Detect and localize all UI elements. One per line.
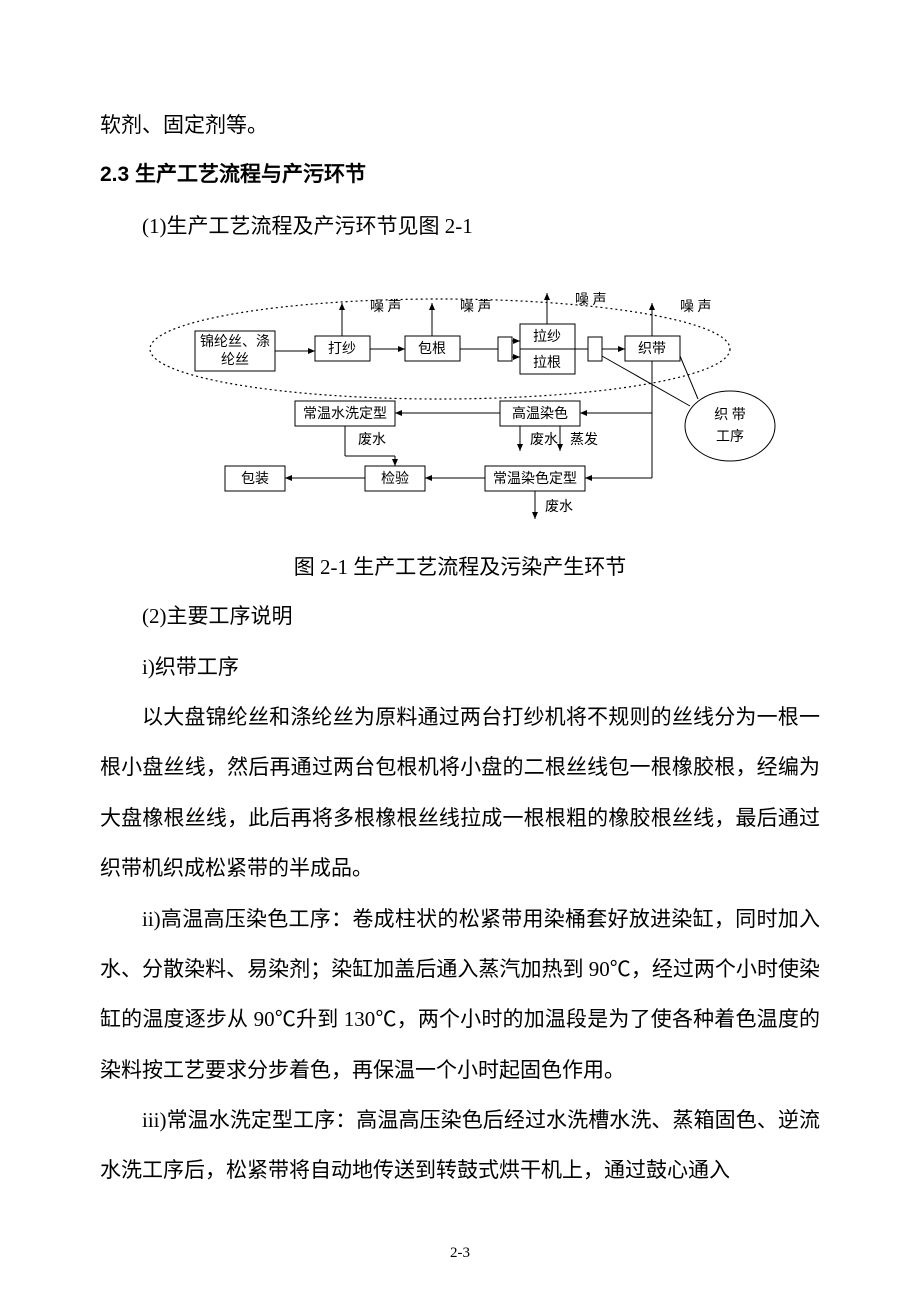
node-pack-label: 包装 (241, 471, 269, 487)
intro-line: 软剂、固定剂等。 (100, 100, 820, 150)
flowchart-svg: 锦纶丝、涤 纶丝 打纱 包根 拉纱 拉根 织带 噪 声 噪 声 噪 声 (140, 271, 780, 531)
noise-label-3: 噪 声 (575, 292, 607, 308)
paragraph-1: 以大盘锦纶丝和涤纶丝为原料通过两台打纱机将不规则的丝线分为一根一根小盘丝线，然后… (100, 692, 820, 894)
page-number: 2-3 (0, 1245, 920, 1262)
section-heading: 2.3 生产工艺流程与产污环节 (100, 150, 820, 200)
edge-3-4-junction (498, 337, 512, 361)
item-i: i)织带工序 (100, 642, 820, 692)
waste-label-2: 废水 (530, 432, 558, 448)
point-1: (1)生产工艺流程及产污环节见图 2-1 (100, 201, 820, 251)
callout-label-2: 工序 (716, 429, 744, 445)
waste-label-1: 废水 (358, 432, 386, 448)
node-lasha-label-top: 拉纱 (533, 329, 561, 345)
node-dye-label: 高温染色 (512, 405, 568, 422)
noise-label-4: 噪 声 (680, 299, 712, 315)
noise-label-2: 噪 声 (460, 299, 492, 315)
node-zhidai-label: 织带 (638, 341, 666, 357)
point-2: (2)主要工序说明 (100, 591, 820, 641)
paragraph-3: iii)常温水洗定型工序：高温高压染色后经过水洗槽水洗、蒸箱固色、逆流水洗工序后… (100, 1095, 820, 1196)
callout-label-1: 织 带 (714, 407, 746, 423)
callout-ellipse (685, 391, 775, 461)
figure-2-1: 锦纶丝、涤 纶丝 打纱 包根 拉纱 拉根 织带 噪 声 噪 声 噪 声 (100, 271, 820, 531)
callout-line-1 (680, 356, 698, 399)
node-inspect-label: 检验 (381, 471, 409, 487)
waste-label-3: 废水 (545, 499, 573, 515)
callout-line-2 (602, 356, 690, 406)
paragraph-2: ii)高温高压染色工序：卷成柱状的松紧带用染桶套好放进染缸，同时加入水、分散染料… (100, 894, 820, 1096)
noise-label-1: 噪 声 (370, 299, 402, 315)
evap-label: 蒸发 (570, 432, 598, 448)
node-wash-label: 常温水洗定型 (303, 406, 387, 422)
edge-4-5-junction (588, 337, 602, 361)
node-dye-set-label: 常温染色定型 (493, 470, 577, 487)
node-raw-material-label-1: 锦纶丝、涤 (200, 333, 270, 350)
node-raw-material-label-2: 纶丝 (221, 352, 249, 368)
node-baogen-label: 包根 (418, 341, 446, 357)
node-dasha-label: 打纱 (328, 340, 356, 357)
node-lasha-label-bot: 拉根 (533, 355, 561, 371)
figure-caption: 图 2-1 生产工艺流程及污染产生环节 (100, 551, 820, 581)
